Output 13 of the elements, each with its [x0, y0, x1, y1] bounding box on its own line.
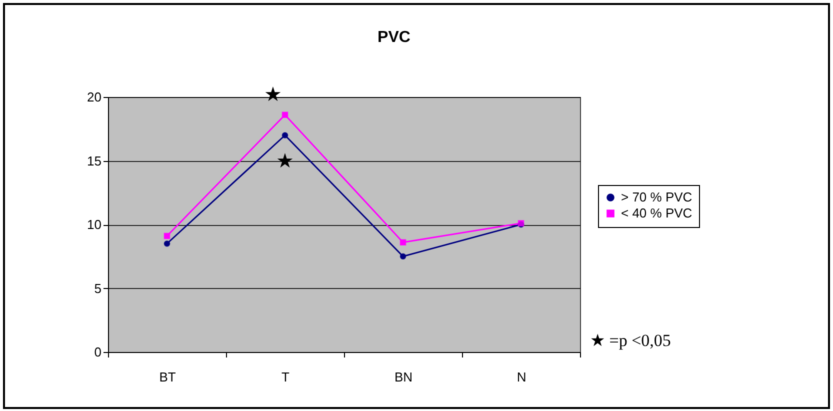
x-tick-label: BT [159, 370, 176, 384]
y-tick-label: 10 [87, 217, 102, 232]
text: ★ =p <0,05 [590, 330, 671, 351]
y-tick-label: 5 [94, 280, 102, 296]
y-tick-label: 15 [87, 153, 102, 168]
legend-label: < 40 % PVC [621, 206, 692, 220]
y-tick-label: 20 [87, 90, 102, 104]
x-tick-label: N [516, 370, 526, 384]
x-tick-label: BN [394, 370, 413, 384]
legend-label: > 70 % PVC [621, 190, 692, 204]
chart-title: PVC [378, 28, 411, 46]
x-tick-label: T [282, 370, 290, 384]
y-tick-label: 0 [94, 344, 102, 360]
